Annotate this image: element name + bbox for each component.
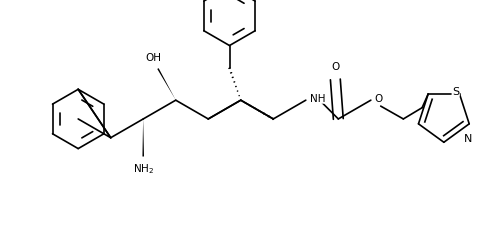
Text: S: S bbox=[452, 87, 459, 97]
Polygon shape bbox=[142, 119, 144, 157]
Text: NH$_2$: NH$_2$ bbox=[133, 162, 154, 176]
Text: O: O bbox=[331, 61, 340, 71]
Text: OH: OH bbox=[145, 52, 161, 62]
Text: NH: NH bbox=[310, 94, 325, 104]
Text: O: O bbox=[375, 94, 383, 104]
Polygon shape bbox=[157, 69, 176, 101]
Text: N: N bbox=[464, 134, 472, 143]
